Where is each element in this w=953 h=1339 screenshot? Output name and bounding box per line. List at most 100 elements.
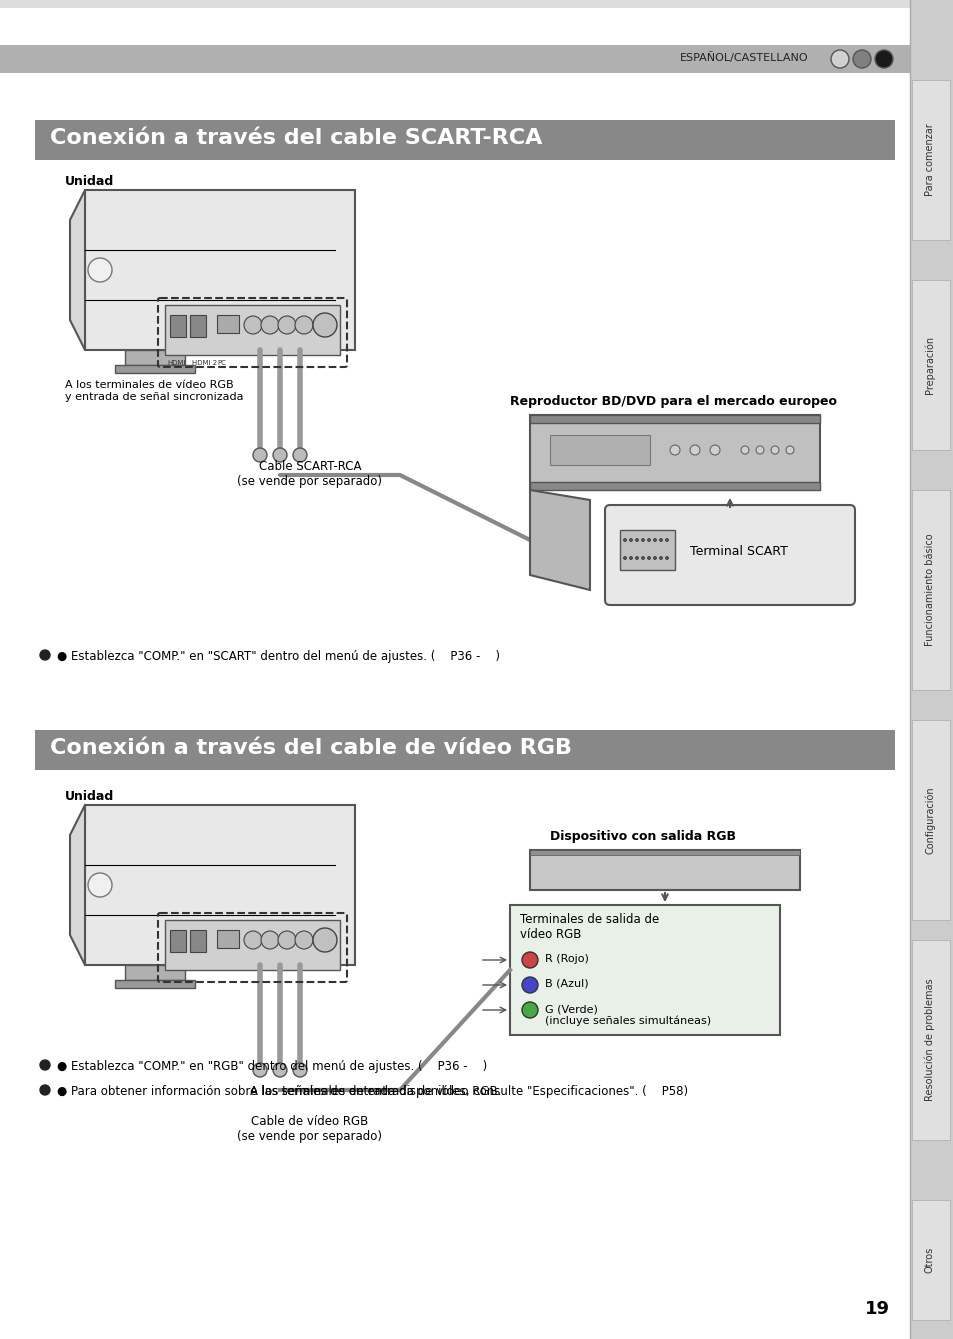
Circle shape [709, 445, 720, 455]
Text: ESPAÑOL/CASTELLANO: ESPAÑOL/CASTELLANO [679, 52, 808, 63]
Bar [35, 730, 894, 770]
Bar [125, 965, 185, 980]
Circle shape [521, 977, 537, 994]
Bar [190, 315, 206, 337]
Circle shape [261, 931, 278, 949]
Text: Unidad: Unidad [65, 175, 114, 187]
Bar [115, 980, 194, 988]
Circle shape [88, 258, 112, 283]
Text: Otros: Otros [924, 1247, 934, 1273]
Circle shape [294, 931, 313, 949]
Circle shape [293, 1063, 307, 1077]
Text: A los terminales de entrada de vídeo RGB.: A los terminales de entrada de vídeo RGB… [250, 1085, 501, 1098]
Circle shape [852, 50, 870, 68]
Bar [0, 46, 909, 74]
FancyBboxPatch shape [604, 505, 854, 605]
Circle shape [273, 449, 287, 462]
Circle shape [629, 538, 632, 541]
Circle shape [653, 538, 656, 541]
Text: Dispositivo con salida RGB: Dispositivo con salida RGB [550, 830, 735, 844]
Text: Para comenzar: Para comenzar [924, 123, 934, 197]
Circle shape [874, 50, 892, 68]
Text: HDMI 2: HDMI 2 [192, 360, 217, 366]
Bar [911, 940, 949, 1139]
Circle shape [770, 446, 779, 454]
Bar [911, 280, 949, 450]
Circle shape [244, 931, 262, 949]
Bar [125, 349, 185, 366]
Text: 19: 19 [864, 1300, 889, 1318]
Circle shape [635, 538, 638, 541]
Text: ● Establezca "COMP." en "SCART" dentro del menú de ajustes. (    P36 -    ): ● Establezca "COMP." en "SCART" dentro d… [57, 649, 499, 663]
Polygon shape [70, 805, 85, 965]
Text: Unidad: Unidad [65, 790, 114, 803]
Bar [216, 931, 239, 948]
Bar [911, 720, 949, 920]
Circle shape [653, 557, 656, 560]
Text: Resolución de problemas: Resolución de problemas [923, 979, 934, 1101]
Bar [0, 0, 909, 8]
Circle shape [623, 557, 626, 560]
Bar [85, 805, 355, 965]
Text: HDMI: HDMI [167, 360, 185, 366]
Text: R (Rojo): R (Rojo) [544, 953, 588, 964]
Text: Cable SCART-RCA
(se vende por separado): Cable SCART-RCA (se vende por separado) [237, 461, 382, 487]
Polygon shape [70, 190, 85, 349]
Bar [530, 415, 820, 423]
Bar [530, 415, 820, 490]
Text: Conexión a través del cable SCART-RCA: Conexión a través del cable SCART-RCA [50, 129, 542, 149]
Text: Terminal SCART: Terminal SCART [689, 545, 787, 558]
Circle shape [689, 445, 700, 455]
Bar [190, 931, 206, 952]
Text: Reproductor BD/DVD para el mercado europeo: Reproductor BD/DVD para el mercado europ… [510, 395, 836, 408]
Text: Funcionamiento básico: Funcionamiento básico [924, 534, 934, 647]
Circle shape [521, 1002, 537, 1018]
Circle shape [659, 538, 661, 541]
Circle shape [253, 449, 267, 462]
Bar [35, 121, 894, 159]
Circle shape [277, 316, 295, 333]
Circle shape [313, 928, 336, 952]
Text: PC: PC [216, 360, 226, 366]
Circle shape [755, 446, 763, 454]
Circle shape [623, 538, 626, 541]
Bar [530, 482, 820, 490]
Text: Terminales de salida de
vídeo RGB: Terminales de salida de vídeo RGB [519, 913, 659, 941]
Bar [550, 435, 649, 465]
Text: A los terminales de vídeo RGB
y entrada de señal sincronizada: A los terminales de vídeo RGB y entrada … [65, 380, 243, 402]
Text: ● Para obtener información sobre las señales de entrada disponibles, consulte "E: ● Para obtener información sobre las señ… [57, 1085, 687, 1098]
Bar [911, 80, 949, 240]
Circle shape [253, 1063, 267, 1077]
Circle shape [88, 873, 112, 897]
Circle shape [294, 316, 313, 333]
Circle shape [640, 557, 644, 560]
Text: Configuración: Configuración [923, 786, 934, 854]
Circle shape [830, 50, 848, 68]
Circle shape [647, 538, 650, 541]
Bar [530, 850, 800, 890]
Bar [170, 931, 186, 952]
Circle shape [740, 446, 748, 454]
Bar [165, 305, 339, 355]
Bar [85, 190, 355, 349]
Bar [911, 1200, 949, 1320]
Text: Cable de vídeo RGB
(se vende por separado): Cable de vídeo RGB (se vende por separad… [237, 1115, 382, 1144]
Bar [115, 366, 194, 374]
Text: B (Azul): B (Azul) [544, 979, 588, 990]
Bar [170, 315, 186, 337]
Circle shape [665, 538, 668, 541]
Circle shape [277, 931, 295, 949]
Circle shape [40, 649, 50, 660]
Text: Conexión a través del cable de vídeo RGB: Conexión a través del cable de vídeo RGB [50, 738, 572, 758]
Circle shape [313, 313, 336, 337]
Bar [165, 920, 339, 969]
Circle shape [665, 557, 668, 560]
Circle shape [669, 445, 679, 455]
Circle shape [785, 446, 793, 454]
Circle shape [521, 952, 537, 968]
Circle shape [640, 538, 644, 541]
Bar [619, 530, 675, 570]
Polygon shape [530, 490, 589, 590]
Circle shape [629, 557, 632, 560]
Circle shape [647, 557, 650, 560]
